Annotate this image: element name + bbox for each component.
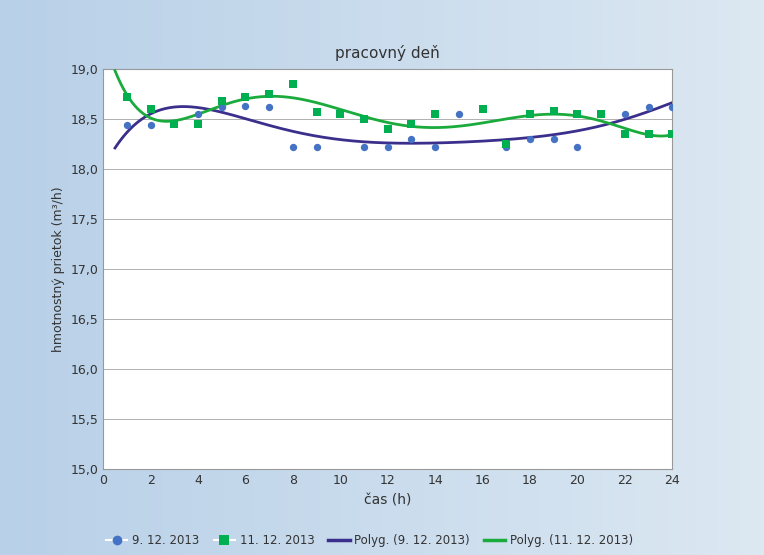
Point <box>666 130 678 139</box>
Point <box>571 110 584 119</box>
Point <box>453 110 465 119</box>
Point <box>548 135 560 144</box>
Point <box>571 143 584 152</box>
Point <box>619 110 631 119</box>
Point <box>429 143 442 152</box>
Point <box>144 121 157 130</box>
Title: pracovný deň: pracovný deň <box>335 46 440 61</box>
Point <box>643 103 655 112</box>
Point <box>121 121 133 130</box>
Point <box>121 93 133 102</box>
Point <box>382 143 394 152</box>
Point <box>215 97 228 106</box>
Legend: 9. 12. 2013, 11. 12. 2013, Polyg. (9. 12. 2013), Polyg. (11. 12. 2013): 9. 12. 2013, 11. 12. 2013, Polyg. (9. 12… <box>106 534 633 547</box>
Point <box>263 103 275 112</box>
X-axis label: čas (h): čas (h) <box>364 494 412 508</box>
Point <box>500 143 513 152</box>
Point <box>406 120 418 129</box>
Point <box>286 80 299 89</box>
Point <box>286 143 299 152</box>
Point <box>595 110 607 119</box>
Point <box>144 105 157 114</box>
Point <box>168 120 180 129</box>
Point <box>310 143 322 152</box>
Point <box>239 93 251 102</box>
Point <box>192 110 204 119</box>
Point <box>358 143 370 152</box>
Point <box>192 120 204 129</box>
Point <box>524 110 536 119</box>
Point <box>215 103 228 112</box>
Point <box>595 110 607 119</box>
Point <box>477 105 489 114</box>
Point <box>406 135 418 144</box>
Point <box>548 107 560 116</box>
Point <box>382 125 394 134</box>
Point <box>263 90 275 99</box>
Point <box>334 110 346 119</box>
Point <box>358 115 370 124</box>
Point <box>619 130 631 139</box>
Point <box>666 103 678 112</box>
Y-axis label: hmotnostný prietok (m³/h): hmotnostný prietok (m³/h) <box>52 186 65 352</box>
Point <box>239 102 251 111</box>
Point <box>429 110 442 119</box>
Point <box>500 140 513 149</box>
Point <box>643 130 655 139</box>
Point <box>524 135 536 144</box>
Point <box>310 108 322 117</box>
